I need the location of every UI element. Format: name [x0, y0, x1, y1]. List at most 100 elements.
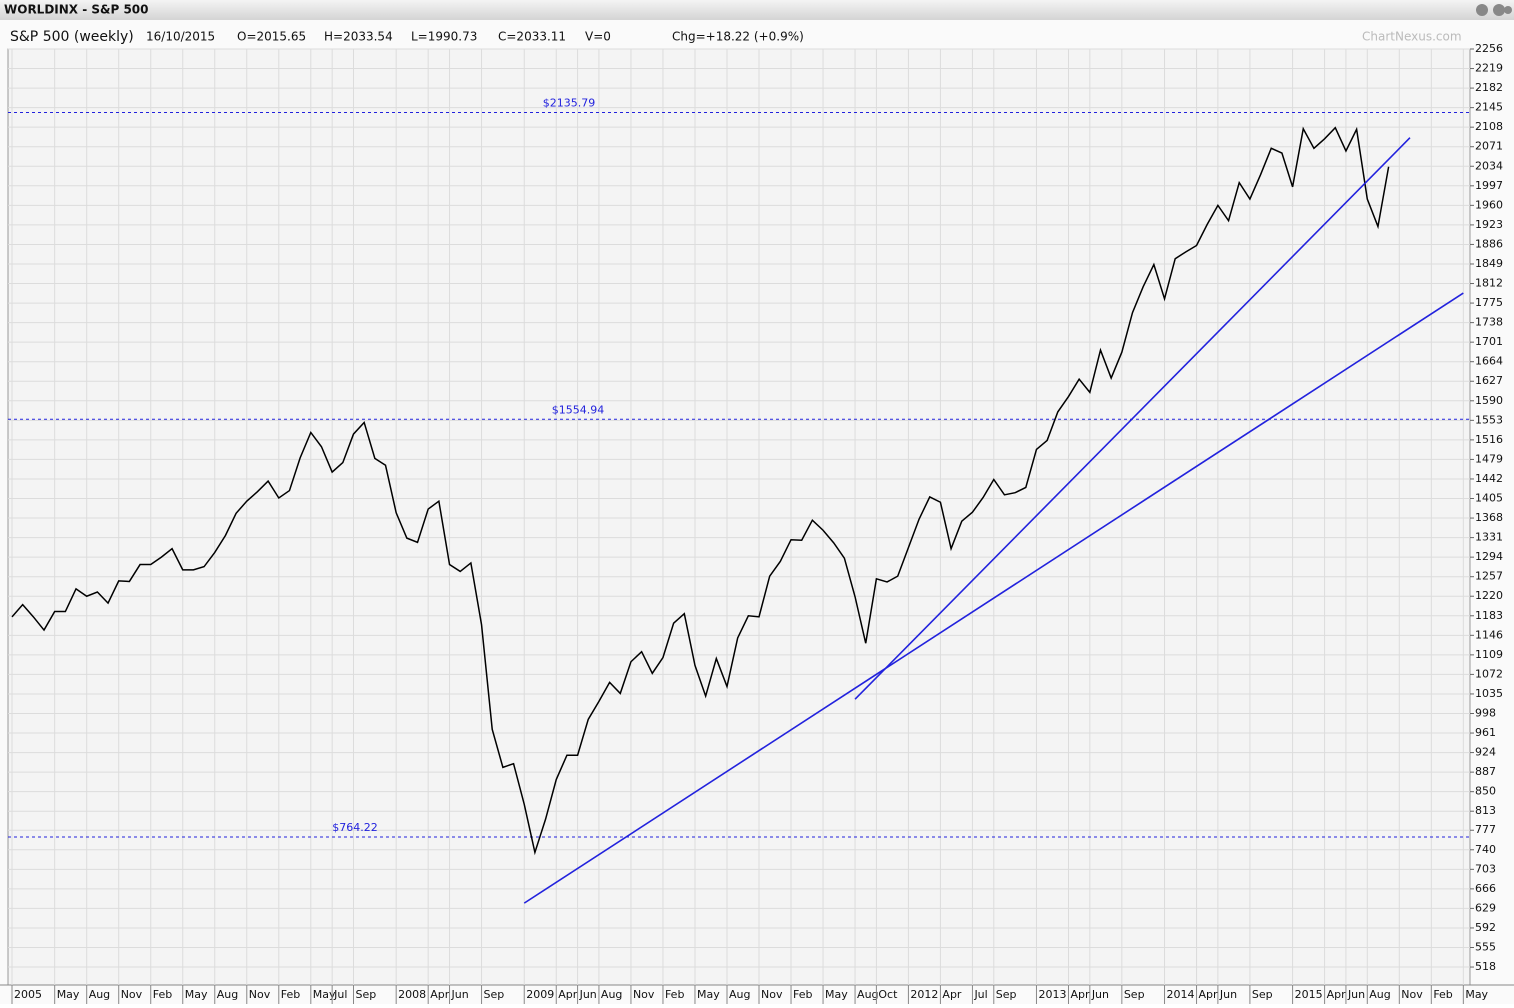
x-tick-label: Aug [729, 988, 750, 1001]
y-tick-label: 2071 [1475, 140, 1503, 153]
x-tick-label: Aug [217, 988, 238, 1001]
x-tick-label: May [825, 988, 848, 1001]
chart-title: WORLDINX - S&P 500 [4, 3, 149, 17]
x-tick-label: Sep [1252, 988, 1273, 1001]
info-field: H=2033.54 [324, 30, 393, 44]
x-tick-label: Jun [579, 988, 597, 1001]
reference-label: $1554.94 [552, 403, 605, 416]
y-tick-label: 1331 [1475, 531, 1503, 544]
x-tick-label: May [697, 988, 720, 1001]
y-tick-label: 1923 [1475, 218, 1503, 231]
info-field: C=2033.11 [498, 30, 566, 44]
x-tick-label: Apr [1070, 988, 1090, 1001]
x-tick-label: Feb [1433, 988, 1452, 1001]
y-tick-label: 592 [1475, 921, 1496, 934]
x-tick-label: Aug [857, 988, 878, 1001]
price-line [11, 126, 1390, 856]
x-tick-label: Nov [761, 988, 783, 1001]
x-tick-label: Apr [430, 988, 450, 1001]
close-button[interactable] [1504, 6, 1512, 14]
x-tick-label: 2008 [398, 988, 426, 1001]
y-tick-label: 777 [1475, 823, 1496, 836]
y-tick-label: 998 [1475, 706, 1496, 719]
x-tick-label: Feb [793, 988, 812, 1001]
y-tick-label: 1405 [1475, 492, 1503, 505]
x-tick-label: Sep [355, 988, 376, 1001]
chart-subtitle: S&P 500 (weekly) [10, 29, 134, 45]
y-tick-label: 1960 [1475, 198, 1503, 211]
y-tick-label: 1775 [1475, 296, 1503, 309]
y-tick-label: 629 [1475, 901, 1496, 914]
y-tick-label: 1183 [1475, 609, 1503, 622]
x-tick-label: Aug [89, 988, 110, 1001]
x-tick-label: May [313, 988, 336, 1001]
info-field: V=0 [585, 30, 611, 44]
y-tick-label: 961 [1475, 726, 1496, 739]
y-tick-label: 1590 [1475, 394, 1503, 407]
x-tick-label: Sep [484, 988, 505, 1001]
y-tick-label: 1553 [1475, 413, 1503, 426]
trend-line [854, 137, 1411, 700]
x-tick-label: Aug [601, 988, 622, 1001]
x-tick-label: Jun [1219, 988, 1237, 1001]
x-tick-label: 2005 [14, 988, 42, 1001]
y-tick-label: 555 [1475, 940, 1496, 953]
y-tick-label: 1997 [1475, 179, 1503, 192]
y-tick-label: 703 [1475, 862, 1496, 875]
x-tick-label: Apr [558, 988, 578, 1001]
x-tick-label: May [185, 988, 208, 1001]
x-tick-label: 2013 [1038, 988, 1066, 1001]
y-tick-label: 740 [1475, 843, 1496, 856]
info-field: O=2015.65 [237, 30, 306, 44]
y-tick-label: 1294 [1475, 550, 1503, 563]
title-bar [0, 0, 1514, 20]
x-tick-label: Jul [973, 988, 987, 1001]
y-tick-label: 1516 [1475, 433, 1503, 446]
x-tick-label: 2015 [1295, 988, 1323, 1001]
y-tick-label: 1886 [1475, 237, 1503, 250]
y-tick-label: 1479 [1475, 452, 1503, 465]
window-buttons[interactable] [1476, 4, 1512, 16]
y-tick-label: 2034 [1475, 159, 1503, 172]
info-field: L=1990.73 [411, 30, 477, 44]
y-tick-label: 1035 [1475, 687, 1503, 700]
watermark: ChartNexus.com [1362, 30, 1462, 44]
y-tick-label: 1849 [1475, 257, 1503, 270]
y-tick-label: 1146 [1475, 628, 1503, 641]
y-tick-label: 850 [1475, 785, 1496, 798]
x-tick-label: Jul [333, 988, 347, 1001]
x-tick-label: 2012 [910, 988, 938, 1001]
y-tick-label: 2256 [1475, 42, 1503, 55]
reference-label: $764.22 [332, 821, 378, 834]
y-tick-label: 887 [1475, 765, 1496, 778]
x-tick-label: Nov [121, 988, 143, 1001]
maximize-button[interactable] [1493, 4, 1505, 16]
plot-area [7, 48, 1471, 986]
y-tick-label: 2219 [1475, 62, 1503, 75]
x-tick-label: Sep [996, 988, 1017, 1001]
minimize-button[interactable] [1476, 4, 1488, 16]
y-tick-label: 2145 [1475, 101, 1503, 114]
y-tick-label: 1442 [1475, 472, 1503, 485]
x-tick-label: 2009 [526, 988, 554, 1001]
y-tick-label: 813 [1475, 804, 1496, 817]
x-tick-label: Jun [1347, 988, 1365, 1001]
x-tick-label: 2014 [1167, 988, 1195, 1001]
y-tick-label: 1664 [1475, 355, 1503, 368]
x-tick-label: Feb [281, 988, 300, 1001]
y-tick-label: 518 [1475, 960, 1496, 973]
y-tick-label: 1109 [1475, 648, 1503, 661]
y-tick-label: 1812 [1475, 277, 1503, 290]
y-tick-label: 1738 [1475, 316, 1503, 329]
x-tick-label: Apr [942, 988, 962, 1001]
trend-line [523, 292, 1464, 904]
y-tick-label: 1701 [1475, 335, 1503, 348]
x-tick-label: Jun [1091, 988, 1109, 1001]
x-tick-label: May [57, 988, 80, 1001]
y-tick-label: 2182 [1475, 81, 1503, 94]
x-tick-label: May [1465, 988, 1488, 1001]
x-tick-label: Aug [1369, 988, 1390, 1001]
x-tick-label: Oct [878, 988, 898, 1001]
x-tick-label: Feb [665, 988, 684, 1001]
